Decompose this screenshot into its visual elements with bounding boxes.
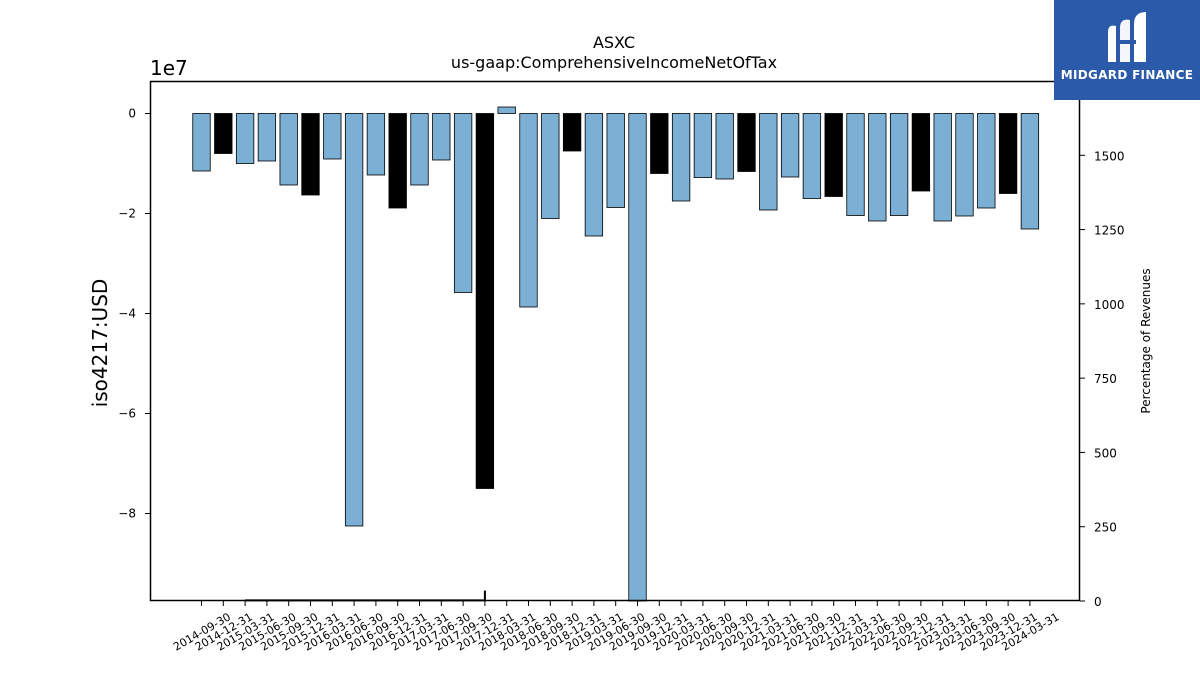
bar-2017-06-30: [432, 113, 451, 161]
bar-2019-09-30: [628, 113, 647, 602]
y2-tick-label: 1000: [1094, 298, 1125, 312]
bar-2022-09-30: [889, 113, 909, 216]
bar-2015-03-31: [235, 113, 255, 164]
bar-2020-03-31: [671, 113, 691, 202]
bar-2020-09-30: [715, 113, 734, 180]
bar-2019-03-31: [584, 113, 604, 237]
y-tick-label: −6: [118, 407, 136, 421]
bar-2022-12-31: [911, 113, 931, 192]
y-tick-label: −4: [118, 307, 136, 321]
y2-tick-label: 0: [1094, 595, 1102, 609]
midgard-logo-icon: [1108, 12, 1146, 63]
bar-2021-09-30: [802, 113, 822, 199]
y-tick-label: −8: [118, 507, 136, 521]
bar-2019-06-30: [606, 113, 625, 208]
bar-2015-12-31: [301, 113, 320, 196]
midgard-finance-logo: MIDGARD FINANCE: [1054, 0, 1200, 100]
bar-2021-06-30: [780, 113, 800, 178]
bar-2014-09-30: [192, 113, 211, 172]
bar-2022-03-31: [846, 113, 865, 216]
y2-tick-label: 500: [1094, 446, 1117, 460]
y-tick-label: 0: [128, 107, 136, 121]
bar-2019-12-31: [650, 113, 669, 174]
bar-2023-12-31: [998, 113, 1018, 194]
y2-tick-label: 250: [1094, 521, 1117, 535]
percentage-of-revenues-line: [245, 590, 486, 602]
bar-2020-06-30: [693, 113, 713, 178]
bar-2020-12-31: [737, 113, 756, 172]
bar-2022-06-30: [868, 113, 887, 222]
bar-2015-09-30: [279, 113, 298, 186]
bar-2023-09-30: [977, 113, 996, 209]
bar-2021-12-31: [824, 113, 843, 197]
bar-2016-06-30: [344, 113, 364, 527]
bar-2018-12-31: [562, 113, 582, 152]
bar-2018-03-31: [497, 106, 516, 114]
bar-2021-03-31: [759, 113, 778, 211]
bar-2016-03-31: [323, 113, 342, 160]
bar-2017-09-30: [453, 113, 473, 293]
bar-2024-03-31: [1020, 113, 1040, 230]
y2-tick-label: 1500: [1094, 149, 1125, 163]
bar-2023-06-30: [955, 113, 974, 217]
y-tick-label: −2: [118, 207, 136, 221]
bar-2018-09-30: [541, 113, 560, 219]
y-offset-label: 1e7: [150, 56, 188, 80]
bar-2014-12-31: [214, 113, 233, 154]
bar-2017-03-31: [410, 113, 429, 186]
bar-2015-06-30: [257, 113, 277, 162]
chart-title: ASXC: [593, 33, 635, 52]
bar-2018-06-30: [519, 113, 538, 308]
y2-tick-label: 750: [1094, 372, 1117, 386]
bar-2016-09-30: [366, 113, 386, 176]
bar-2017-12-31: [475, 113, 495, 489]
chart-subtitle: us-gaap:ComprehensiveIncomeNetOfTax: [451, 53, 777, 72]
bar-2016-12-31: [388, 113, 407, 209]
y2-tick-label: 1250: [1094, 224, 1125, 238]
logo-text: MIDGARD FINANCE: [1060, 68, 1194, 82]
plot-frame: [149, 80, 1081, 602]
bar-2023-03-31: [933, 113, 952, 222]
y2-axis-label: Percentage of Revenues: [1139, 268, 1153, 413]
y-axis-label: iso4217:USD: [88, 279, 112, 408]
